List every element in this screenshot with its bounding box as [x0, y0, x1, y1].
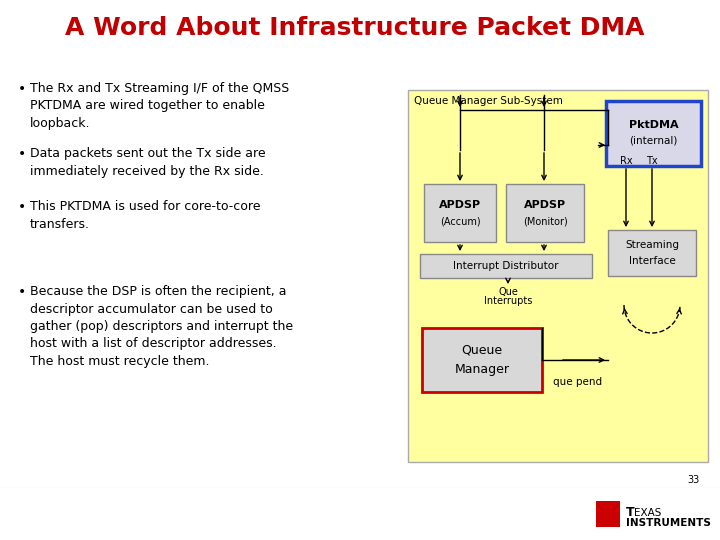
Text: T: T [626, 507, 634, 519]
FancyBboxPatch shape [596, 501, 620, 527]
Text: This PKTDMA is used for core-to-core
transfers.: This PKTDMA is used for core-to-core tra… [30, 200, 261, 231]
Text: (Monitor): (Monitor) [523, 216, 567, 226]
Text: •: • [18, 200, 26, 214]
Text: Data packets sent out the Tx side are
immediately received by the Rx side.: Data packets sent out the Tx side are im… [30, 147, 266, 178]
FancyBboxPatch shape [408, 90, 708, 462]
Text: Interface: Interface [629, 256, 675, 266]
Text: APDSP: APDSP [524, 200, 566, 210]
FancyBboxPatch shape [506, 184, 584, 242]
Text: PktDMA: PktDMA [629, 119, 678, 130]
Text: EXAS: EXAS [634, 508, 665, 518]
Text: A Word About Infrastructure Packet DMA: A Word About Infrastructure Packet DMA [66, 16, 644, 40]
Text: Rx: Rx [620, 156, 632, 166]
Text: •: • [18, 285, 26, 299]
Text: Manager: Manager [454, 363, 510, 376]
FancyBboxPatch shape [606, 101, 701, 166]
FancyBboxPatch shape [420, 254, 592, 278]
Text: Queue Manager Sub-System: Queue Manager Sub-System [414, 96, 563, 106]
FancyBboxPatch shape [608, 230, 696, 276]
Text: The Rx and Tx Streaming I/F of the QMSS
PKTDMA are wired together to enable
loop: The Rx and Tx Streaming I/F of the QMSS … [30, 82, 289, 130]
Text: Tx: Tx [646, 156, 658, 166]
Text: (internal): (internal) [629, 136, 678, 145]
Text: •: • [18, 82, 26, 96]
Text: Because the DSP is often the recipient, a
descriptor accumulator can be used to
: Because the DSP is often the recipient, … [30, 285, 293, 368]
Text: Streaming: Streaming [625, 240, 679, 250]
Text: que pend: que pend [553, 377, 602, 387]
Text: Interrupts: Interrupts [484, 296, 532, 306]
Text: Interrupt Distributor: Interrupt Distributor [454, 261, 559, 271]
Text: Queue: Queue [462, 343, 503, 356]
Text: Que: Que [498, 287, 518, 297]
Text: (Accum): (Accum) [440, 216, 480, 226]
Text: •: • [18, 147, 26, 161]
Text: APDSP: APDSP [439, 200, 481, 210]
FancyBboxPatch shape [0, 488, 720, 540]
FancyBboxPatch shape [422, 328, 542, 392]
Text: INSTRUMENTS: INSTRUMENTS [626, 518, 711, 528]
Text: 33: 33 [688, 475, 700, 485]
FancyBboxPatch shape [424, 184, 496, 242]
